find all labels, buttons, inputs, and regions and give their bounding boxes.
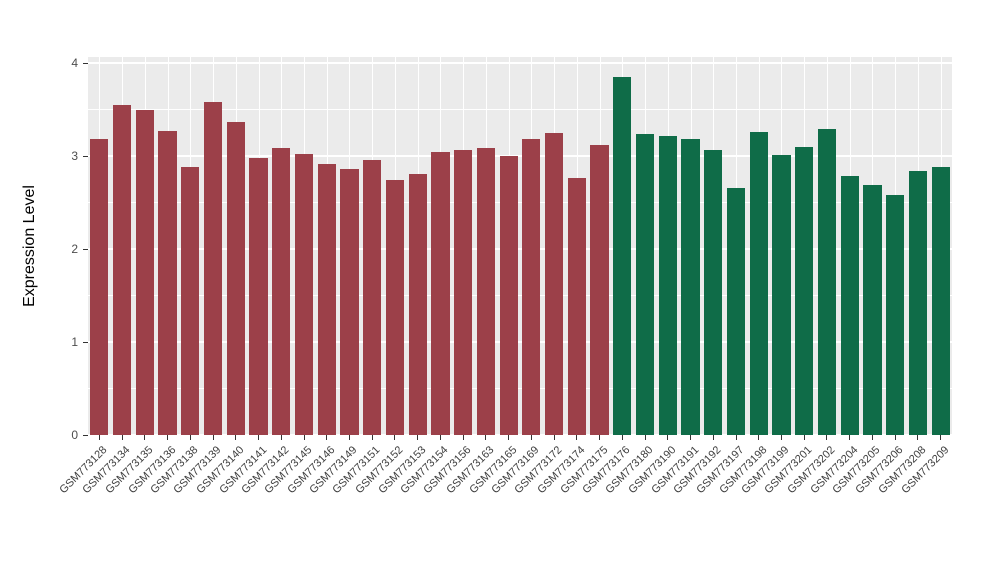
bar	[545, 132, 564, 435]
minor-gridline	[88, 202, 952, 203]
major-gridline	[88, 155, 952, 157]
x-tick-mark	[439, 435, 441, 440]
x-tick-mark	[258, 435, 260, 440]
x-tick-mark	[280, 435, 282, 440]
bar	[499, 156, 518, 435]
bar	[886, 195, 905, 435]
x-tick-mark	[462, 435, 464, 440]
x-tick-mark	[690, 435, 692, 440]
minor-gridline	[88, 109, 952, 110]
y-tick-mark	[83, 434, 88, 436]
bar	[658, 136, 677, 435]
bar	[249, 157, 268, 435]
bar	[908, 170, 927, 435]
major-gridline	[88, 341, 952, 343]
x-tick-mark	[667, 435, 669, 440]
x-tick-mark	[712, 435, 714, 440]
bar	[454, 149, 473, 435]
y-tick-mark	[83, 248, 88, 250]
bar	[226, 121, 245, 435]
bar	[158, 130, 177, 435]
x-tick-mark	[758, 435, 760, 440]
x-tick-mark	[189, 435, 191, 440]
x-tick-mark	[780, 435, 782, 440]
major-gridline	[88, 62, 952, 64]
bar	[681, 139, 700, 435]
x-tick-mark	[917, 435, 919, 440]
major-gridline	[88, 248, 952, 250]
chart-panel	[88, 57, 952, 435]
y-tick-label: 0	[71, 428, 78, 442]
bar	[135, 109, 154, 435]
x-tick-mark	[167, 435, 169, 440]
bar	[590, 144, 609, 435]
bar	[385, 180, 405, 435]
bar	[203, 102, 223, 435]
x-tick-mark	[371, 435, 373, 440]
bar	[863, 184, 882, 435]
x-tick-mark	[849, 435, 851, 440]
bar	[294, 154, 314, 435]
x-tick-mark	[621, 435, 623, 440]
x-tick-mark	[803, 435, 805, 440]
x-tick-mark	[940, 435, 942, 440]
x-tick-mark	[735, 435, 737, 440]
x-tick-mark	[235, 435, 237, 440]
x-tick-mark	[894, 435, 896, 440]
bar	[431, 152, 450, 435]
bar	[795, 146, 814, 435]
x-tick-mark	[303, 435, 305, 440]
x-tick-mark	[394, 435, 396, 440]
bar	[408, 173, 427, 435]
y-tick-label: 1	[71, 335, 78, 349]
x-tick-mark	[530, 435, 532, 440]
bar	[613, 76, 632, 435]
x-tick-mark	[826, 435, 828, 440]
bar	[567, 178, 586, 435]
y-tick-label: 4	[71, 56, 78, 70]
bar	[726, 187, 746, 435]
y-tick-mark	[83, 62, 88, 64]
bar	[272, 147, 291, 435]
bar	[317, 164, 336, 435]
bar	[181, 167, 200, 435]
bar	[476, 147, 495, 435]
minor-gridline	[88, 295, 952, 296]
bar	[363, 159, 382, 435]
y-axis-title: Expression Level	[21, 185, 38, 307]
x-tick-mark	[871, 435, 873, 440]
x-tick-mark	[212, 435, 214, 440]
x-tick-mark	[576, 435, 578, 440]
x-tick-mark	[326, 435, 328, 440]
x-tick-mark	[98, 435, 100, 440]
x-tick-mark	[508, 435, 510, 440]
bar	[90, 139, 109, 435]
x-tick-mark	[644, 435, 646, 440]
x-tick-mark	[485, 435, 487, 440]
bar	[340, 169, 359, 435]
bar	[704, 149, 723, 435]
bar	[522, 139, 541, 435]
bar	[113, 104, 132, 435]
y-tick-label: 2	[71, 242, 78, 256]
bar	[772, 155, 791, 435]
y-tick-mark	[83, 341, 88, 343]
x-tick-mark	[553, 435, 555, 440]
bar	[635, 133, 655, 435]
bar	[931, 167, 950, 435]
x-tick-mark	[348, 435, 350, 440]
x-tick-mark	[599, 435, 601, 440]
major-gridline	[88, 434, 952, 435]
x-tick-mark	[121, 435, 123, 440]
minor-gridline	[88, 388, 952, 389]
bar	[840, 176, 859, 435]
x-tick-mark	[417, 435, 419, 440]
y-tick-mark	[83, 155, 88, 157]
bar	[749, 131, 768, 435]
y-tick-label: 3	[71, 149, 78, 163]
bar	[817, 129, 837, 435]
x-tick-mark	[144, 435, 146, 440]
